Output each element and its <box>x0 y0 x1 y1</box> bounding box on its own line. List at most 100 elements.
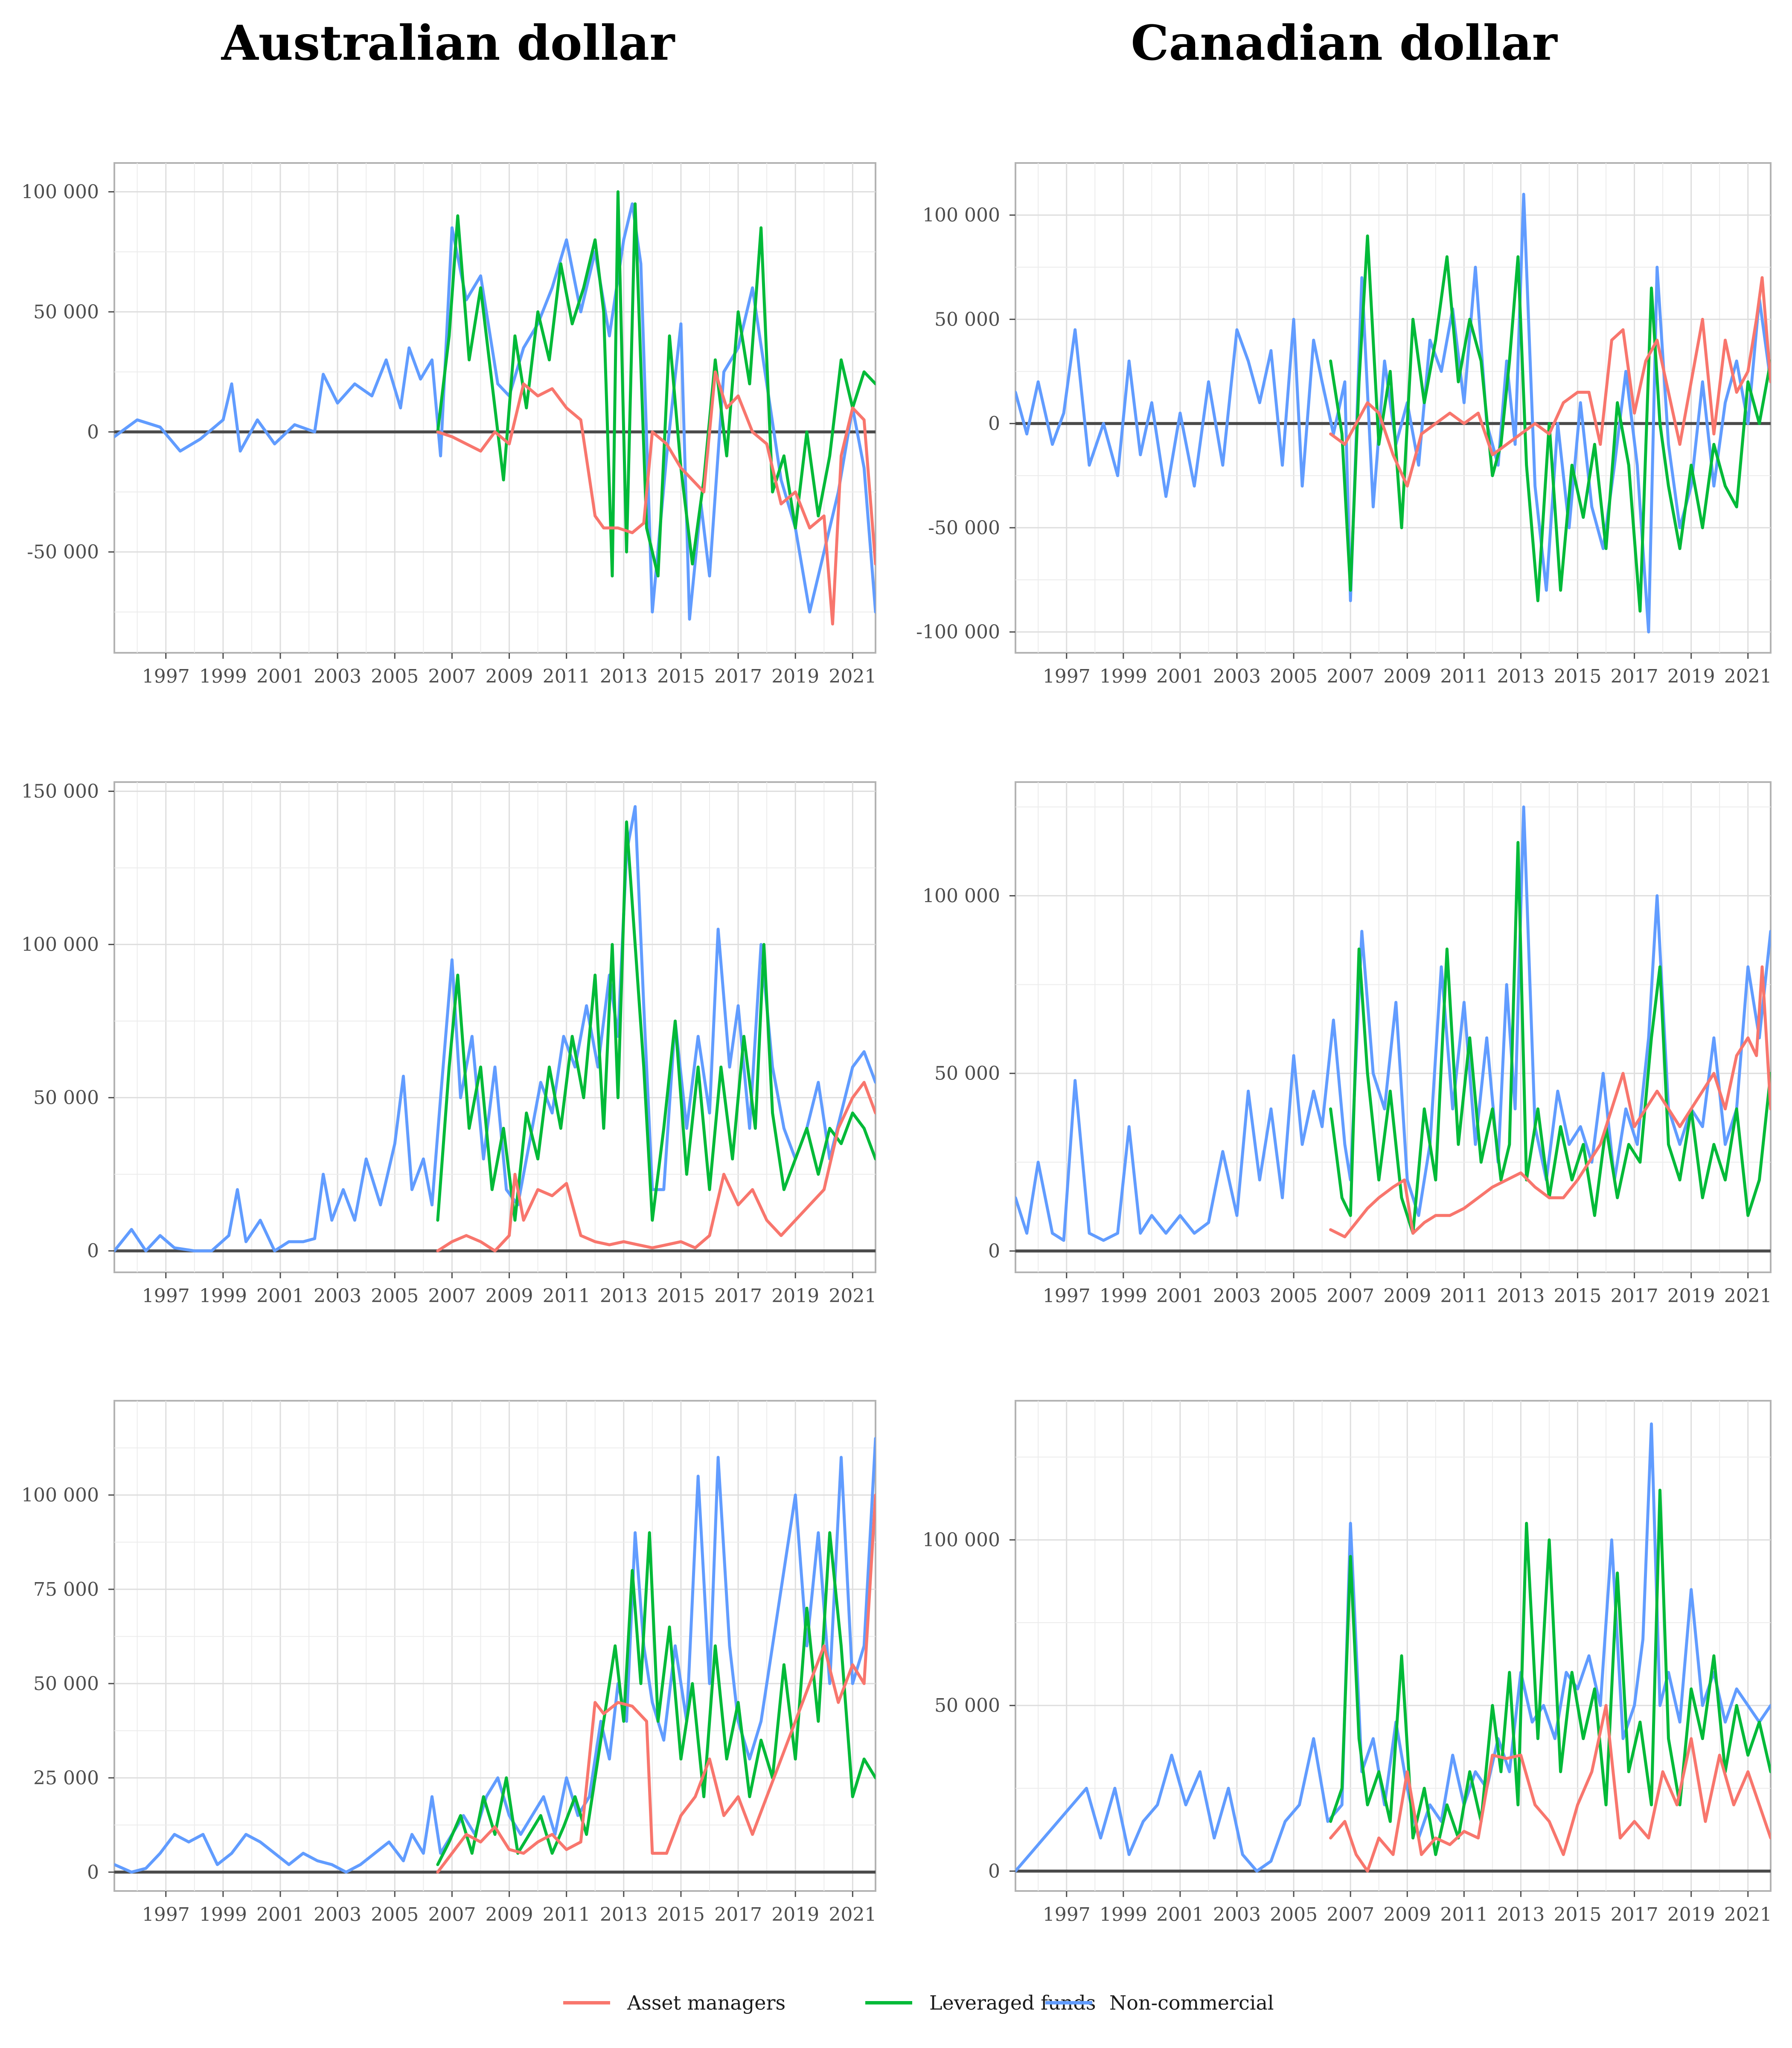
x-tick-label: 2019 <box>771 1285 819 1307</box>
series-line-asset-managers <box>1329 276 1771 488</box>
x-tick-label: 2001 <box>1156 1285 1204 1307</box>
x-tick-label: 1999 <box>1100 1285 1147 1307</box>
x-tick-label: 2019 <box>1667 1285 1715 1307</box>
y-tick-label: 50 000 <box>934 1063 1000 1085</box>
series-line-non-commercial <box>1015 805 1771 1242</box>
y-tick-label: 100 000 <box>922 1529 1000 1551</box>
x-tick-label: 2019 <box>1667 1904 1715 1926</box>
x-tick-label: 2021 <box>829 1904 876 1926</box>
panel-3: 0 50 000 100 000 150 000 1997 1999 2001 2003 200… <box>21 781 876 1307</box>
x-tick-label: 1997 <box>142 666 190 687</box>
x-tick-label: 2011 <box>1440 666 1488 687</box>
x-tick-label: 2007 <box>1327 666 1374 687</box>
series-group <box>114 805 876 1253</box>
x-tick-label: 2003 <box>314 1904 361 1926</box>
x-tick-label: 2005 <box>371 1904 419 1926</box>
y-tick-label: 100 000 <box>922 204 1000 226</box>
x-tick-label: 2003 <box>1213 666 1261 687</box>
panel-2: -100 000 -50 000 0 50 000 100 000 1997 1999 200… <box>916 162 1772 687</box>
x-tick-label: 2005 <box>1270 666 1318 687</box>
y-tick-label: -50 000 <box>928 517 1000 539</box>
y-tick-label: 75 000 <box>33 1579 99 1600</box>
y-tick-label: 100 000 <box>922 885 1000 907</box>
y-tick-label: 100 000 <box>21 1484 99 1506</box>
x-tick-label: 2021 <box>829 666 876 687</box>
x-tick-label: 2011 <box>543 666 591 687</box>
x-tick-label: 2015 <box>657 666 705 687</box>
x-tick-label: 2021 <box>1724 1904 1772 1926</box>
legend: Asset managers Leveraged funds Non-commerc… <box>563 1991 1274 2014</box>
y-tick-label: 50 000 <box>934 1695 1000 1716</box>
x-tick-label: 2015 <box>657 1285 705 1307</box>
y-tick-label: 50 000 <box>934 308 1000 330</box>
y-tick-label: 150 000 <box>21 781 99 803</box>
x-tick-label: 1997 <box>1043 1285 1091 1307</box>
x-tick-label: 2007 <box>1327 1285 1374 1307</box>
series-line-leveraged-funds <box>1329 1489 1771 1856</box>
x-tick-label: 2007 <box>428 1285 476 1307</box>
x-tick-label: 2009 <box>486 1904 533 1926</box>
x-tick-label: 2017 <box>1611 1285 1658 1307</box>
x-tick-label: 2011 <box>543 1285 591 1307</box>
series-line-asset-managers <box>436 370 876 625</box>
x-tick-label: 2003 <box>1213 1285 1261 1307</box>
column-title-left: Australian dollar <box>221 15 675 71</box>
series-line-leveraged-funds <box>436 190 876 578</box>
x-tick-label: 2021 <box>829 1285 876 1307</box>
x-tick-label: 2017 <box>714 1285 762 1307</box>
series-group <box>114 190 876 625</box>
x-tick-label: 2001 <box>1156 1904 1204 1926</box>
y-tick-label: 0 <box>87 1240 99 1262</box>
x-tick-label: 2007 <box>428 666 476 687</box>
x-tick-label: 2011 <box>543 1904 591 1926</box>
x-tick-label: 2005 <box>1270 1285 1318 1307</box>
y-tick-label: 0 <box>988 413 1000 435</box>
x-tick-label: 2017 <box>714 666 762 687</box>
x-tick-label: 2001 <box>256 1904 304 1926</box>
x-tick-label: 1999 <box>1100 1904 1147 1926</box>
y-tick-label: 100 000 <box>21 934 99 956</box>
panel-4: 0 50 000 100 000 1997 1999 2001 2003 2005 2007 20… <box>922 781 1772 1307</box>
series-line-non-commercial <box>114 1437 876 1874</box>
x-tick-label: 2005 <box>371 1285 419 1307</box>
x-tick-label: 2009 <box>1383 1904 1431 1926</box>
series-line-non-commercial <box>114 202 876 621</box>
x-tick-label: 1999 <box>1100 666 1147 687</box>
x-tick-label: 2011 <box>1440 1904 1488 1926</box>
series-group <box>1015 1422 1771 1873</box>
legend-label: Non-commercial <box>1109 1991 1274 2014</box>
series-line-leveraged-funds <box>1329 841 1771 1235</box>
y-tick-label: 0 <box>988 1860 1000 1882</box>
panel-1: -50 000 0 50 000 100 000 1997 1999 2001 2003 200… <box>21 162 876 687</box>
x-tick-label: 2007 <box>428 1904 476 1926</box>
y-tick-label: 50 000 <box>33 1673 99 1695</box>
series-line-asset-managers <box>436 1081 876 1253</box>
x-tick-label: 2015 <box>1554 1904 1602 1926</box>
series-group <box>114 1437 876 1874</box>
x-tick-label: 2013 <box>1497 1285 1545 1307</box>
x-tick-label: 2017 <box>714 1904 762 1926</box>
y-tick-label: -50 000 <box>27 541 99 563</box>
x-tick-label: 2021 <box>1724 666 1772 687</box>
column-title-right: Canadian dollar <box>1131 15 1558 71</box>
x-tick-label: 2005 <box>371 666 419 687</box>
panel-background <box>1015 1400 1772 1892</box>
x-tick-label: 2003 <box>1213 1904 1261 1926</box>
x-tick-label: 2007 <box>1327 1904 1374 1926</box>
x-tick-label: 2005 <box>1270 1904 1318 1926</box>
x-tick-label: 2013 <box>1497 1904 1545 1926</box>
x-tick-label: 2019 <box>771 666 819 687</box>
x-tick-label: 2003 <box>314 1285 361 1307</box>
series-line-asset-managers <box>436 1493 876 1874</box>
panel-5: 0 25 000 50 000 75 000 100 000 1997 1999 2001 20… <box>21 1400 876 1926</box>
y-tick-label: 50 000 <box>33 301 99 323</box>
x-tick-label: 1997 <box>142 1285 190 1307</box>
x-tick-label: 2001 <box>256 666 304 687</box>
x-tick-label: 2009 <box>1383 666 1431 687</box>
series-line-asset-managers <box>1329 1704 1771 1873</box>
x-tick-label: 2009 <box>486 1285 533 1307</box>
x-tick-label: 2009 <box>1383 1285 1431 1307</box>
x-tick-label: 2017 <box>1611 666 1658 687</box>
legend-label: Asset managers <box>627 1991 785 2014</box>
